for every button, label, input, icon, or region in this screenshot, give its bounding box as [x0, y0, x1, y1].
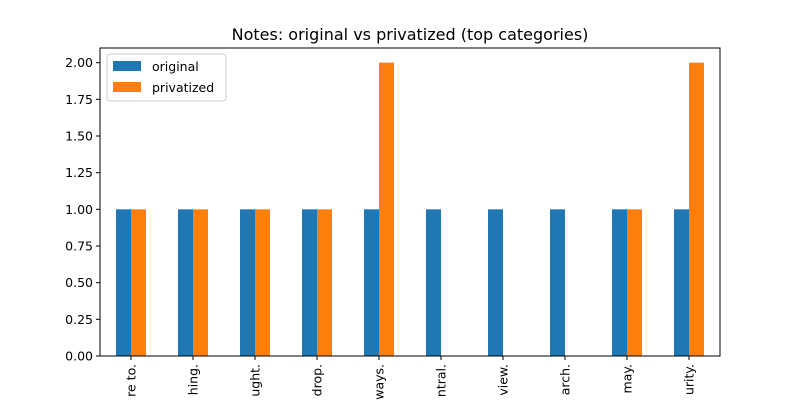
x-tick-label: view. [496, 364, 511, 396]
y-tick-label: 0.50 [65, 275, 93, 290]
x-tick-label: ways. [372, 364, 387, 400]
y-tick-label: 1.00 [65, 202, 93, 217]
y-tick-label: 0.75 [65, 239, 93, 254]
ticks-layer: 0.00 0.25 0.50 0.75 1.00 1.25 1.50 1.75 2.00 re t… [65, 55, 696, 400]
legend: original privatized [106, 53, 227, 102]
y-tick-label: 1.25 [65, 165, 93, 180]
bar-privatized-8 [627, 209, 642, 356]
legend-label-original: original [152, 59, 199, 74]
y-tick-label: 0.25 [65, 312, 93, 327]
bar-privatized-2 [255, 209, 270, 356]
bar-original-6 [488, 209, 503, 356]
y-tick-label: 0.00 [65, 349, 93, 364]
bar-original-4 [364, 209, 379, 356]
x-tick-label: drop. [310, 364, 325, 396]
plot-frame [99, 47, 721, 357]
x-tick-label: ught. [248, 364, 263, 397]
axes-layer [99, 47, 721, 357]
x-tick-label: may. [620, 364, 635, 393]
bar-original-7 [550, 209, 565, 356]
x-tick-label: re to. [124, 364, 139, 397]
x-tick-label: arch. [558, 364, 573, 395]
bar-original-3 [302, 209, 317, 356]
legend-label-privatized: privatized [152, 80, 214, 95]
bar-privatized-4 [379, 62, 394, 357]
bar-original-8 [612, 209, 627, 356]
y-tick-label: 1.75 [65, 92, 93, 107]
bar-original-1 [178, 209, 193, 356]
bar-privatized-1 [193, 209, 208, 356]
bar-privatized-9 [689, 62, 704, 357]
bar-original-5 [426, 209, 441, 356]
x-tick-label: hing. [186, 364, 201, 395]
bar-original-2 [240, 209, 255, 356]
bar-original-0 [116, 209, 131, 356]
y-tick-label: 1.50 [65, 129, 93, 144]
bar-original-9 [674, 209, 689, 356]
bar-privatized-0 [131, 209, 146, 356]
x-tick-label: ntral. [434, 364, 449, 397]
legend-swatch-privatized [113, 82, 141, 92]
legend-swatch-original [113, 61, 141, 71]
y-tick-label: 2.00 [65, 55, 93, 70]
x-tick-label: urity. [682, 364, 697, 395]
chart-title: Notes: original vs privatized (top categ… [232, 25, 589, 44]
bar-privatized-3 [317, 209, 332, 356]
bars-layer [116, 62, 704, 357]
